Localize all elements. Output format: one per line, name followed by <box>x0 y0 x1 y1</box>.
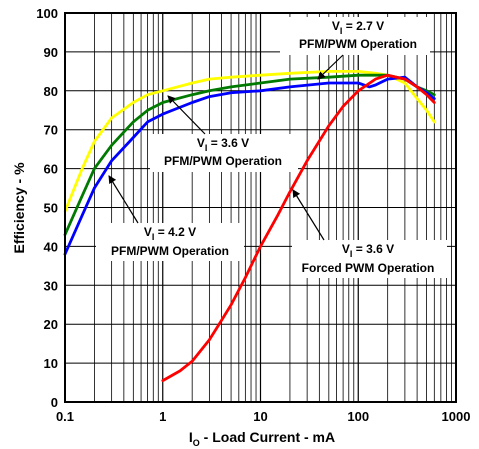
y-tick-label: 80 <box>44 84 58 99</box>
annotation-voltage: VI = 3.6 V <box>342 242 394 259</box>
x-tick-label: 0.1 <box>56 409 74 424</box>
x-tick-label: 1 <box>159 409 166 424</box>
annotation-voltage-value: = 2.7 V <box>342 19 384 33</box>
annotation-voltage: VI = 4.2 V <box>144 225 196 242</box>
annotation-voltage-symbol: V <box>342 242 350 256</box>
annotation-4: VI = 3.6 V Forced PWM Operation <box>292 189 447 278</box>
chart-grid <box>64 13 456 402</box>
chart-ticks: 0 10 20 30 40 50 60 70 80 90 100 0.1 1 10 100 1000 <box>36 6 470 424</box>
y-tick-label: 50 <box>44 201 58 216</box>
annotation-box <box>96 223 244 261</box>
annotation-voltage-subscript: I <box>350 249 353 259</box>
annotation-3: VI = 4.2 V PFM/PWM Operation <box>96 175 244 261</box>
annotation-voltage: VI = 2.7 V <box>332 19 384 36</box>
y-tick-label: 100 <box>36 6 58 21</box>
x-tick-label: 1000 <box>442 409 471 424</box>
annotation-mode: PFM/PWM Operation <box>164 154 282 168</box>
y-tick-label: 20 <box>44 317 58 332</box>
y-tick-label: 10 <box>44 356 58 371</box>
annotation-voltage-value: = 3.6 V <box>352 242 394 256</box>
annotation-box <box>292 240 447 278</box>
plot-frame <box>64 12 457 403</box>
y-tick-label: 30 <box>44 278 58 293</box>
annotation-voltage-value: = 4.2 V <box>154 225 196 239</box>
x-axis-label-subscript: O <box>193 438 200 448</box>
annotation-voltage-subscript: I <box>205 143 208 153</box>
annotation-arrow <box>108 175 139 224</box>
y-tick-label: 40 <box>44 239 58 254</box>
x-axis-label-symbol: I <box>189 429 193 445</box>
annotation-box <box>150 134 298 172</box>
annotation-mode: Forced PWM Operation <box>302 261 435 275</box>
x-tick-label: 10 <box>253 409 267 424</box>
x-tick-label: 100 <box>347 409 369 424</box>
y-tick-label: 0 <box>51 395 58 410</box>
annotation-voltage-subscript: I <box>340 26 343 36</box>
annotation-voltage-symbol: V <box>197 136 205 150</box>
x-axis-label: IO - Load Current - mA <box>189 429 335 448</box>
annotation-mode: PFM/PWM Operation <box>299 37 417 51</box>
chart-series <box>63 70 436 382</box>
annotation-box <box>280 17 430 55</box>
annotation-voltage-symbol: V <box>332 19 340 33</box>
series-line-4 <box>161 73 436 382</box>
annotation-mode: PFM/PWM Operation <box>111 244 229 258</box>
annotation-arrow <box>292 189 325 241</box>
annotation-voltage: VI = 3.6 V <box>197 136 249 153</box>
y-tick-label: 60 <box>44 162 58 177</box>
annotation-arrow <box>317 54 344 80</box>
x-axis-label-text: - Load Current - mA <box>200 429 335 445</box>
annotation-voltage-subscript: I <box>152 232 155 242</box>
series-line-1 <box>63 70 436 213</box>
y-axis-label: Efficiency - % <box>11 162 27 254</box>
annotation-voltage-value: = 3.6 V <box>207 136 249 150</box>
annotation-arrow <box>167 95 206 135</box>
y-tick-label: 70 <box>44 123 58 138</box>
annotation-voltage-symbol: V <box>144 225 152 239</box>
y-tick-label: 90 <box>44 45 58 60</box>
